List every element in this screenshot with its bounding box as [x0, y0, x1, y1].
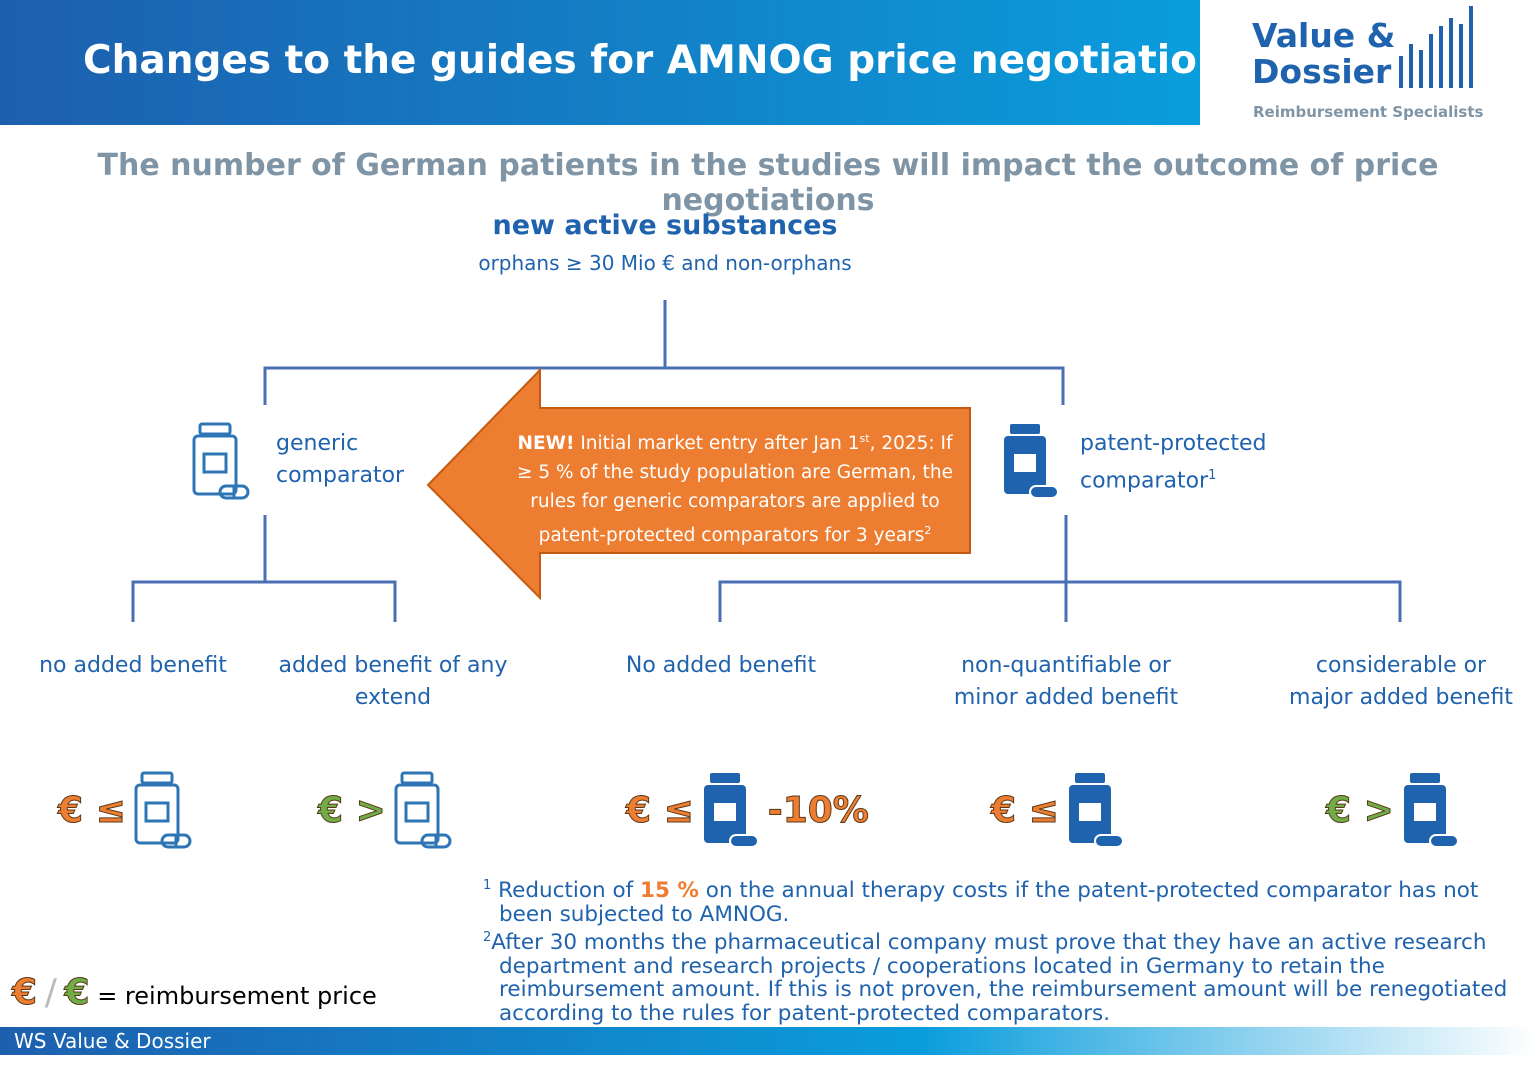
- price-symbol: € ≤: [991, 789, 1060, 831]
- branch-label: patent-protected comparator1: [1080, 428, 1300, 497]
- logo-line: Value &: [1252, 16, 1396, 55]
- footnote-marker: 2: [483, 930, 492, 946]
- subtitle: The number of German patients in the stu…: [97, 148, 1439, 218]
- leaf-outcome: € >: [318, 770, 452, 850]
- leaf-label: added benefit of any extend: [278, 653, 508, 710]
- leaf-outcome: € ≤: [58, 770, 192, 850]
- slide-title: Changes to the guides for AMNOG price ne…: [83, 38, 1248, 83]
- bottle-icon: [702, 772, 759, 848]
- price-symbol: € ≤: [58, 789, 127, 831]
- footer-text: WS Value & Dossier: [14, 1029, 211, 1053]
- footnote-ref: 1: [1208, 468, 1217, 483]
- generic-icon: [192, 422, 250, 500]
- callout-sup: 2: [924, 524, 932, 538]
- patent-icon: [1003, 423, 1059, 499]
- leaf-label: non-quantifiable or minor added benefit: [953, 653, 1179, 710]
- root-subtitle: orphans ≥ 30 Mio € and non-orphans: [478, 251, 852, 275]
- legend-separator: /: [44, 972, 57, 1013]
- logo-line: Dossier: [1252, 52, 1392, 91]
- footer: WS Value & Dossier: [0, 1027, 1536, 1055]
- legend-text: = reimbursement price: [97, 982, 377, 1010]
- bottle-icon: [1067, 772, 1124, 848]
- callout-arrow: [426, 367, 971, 601]
- leaf-label: No added benefit: [625, 653, 817, 678]
- leaf-outcome: € ≤ -10%: [626, 770, 869, 850]
- price-symbol: € ≤: [626, 789, 695, 831]
- logo: Value & Dossier: [1252, 18, 1395, 90]
- logo-tagline: Reimbursement Specialists: [1253, 103, 1484, 121]
- footnote: 2After 30 months the pharmaceutical comp…: [483, 926, 1523, 1025]
- leaf-outcome: € >: [1326, 770, 1460, 850]
- callout-text: NEW! Initial market entry after Jan 1st,…: [510, 424, 960, 550]
- bottle-icon: [134, 771, 192, 849]
- callout-sup: st: [859, 432, 870, 445]
- price-symbol: € >: [318, 789, 387, 831]
- bottle-icon: [394, 771, 452, 849]
- footnote-text: on the annual therapy costs if the paten…: [499, 878, 1479, 927]
- footnote-text: After 30 months the pharmaceutical compa…: [491, 930, 1508, 1026]
- header-bar: [0, 0, 1200, 125]
- branch-label: generic comparator: [276, 431, 405, 488]
- connectors: [131, 300, 1402, 622]
- footnote: 1 Reduction of 15 % on the annual therap…: [483, 874, 1523, 926]
- footnote-text: Reduction of: [498, 878, 640, 904]
- legend: € / € = reimbursement price: [11, 972, 377, 1014]
- leaf-label: no added benefit: [39, 653, 227, 678]
- footnotes: 1 Reduction of 15 % on the annual therap…: [483, 874, 1523, 1025]
- branch-text: patent-protected comparator: [1080, 431, 1267, 494]
- callout-part: Initial market entry after Jan 1: [574, 433, 860, 455]
- callout-part: , 2025: If ≥ 5 % of the study population…: [517, 433, 953, 547]
- footnote-highlight: 15 %: [640, 878, 699, 904]
- callout-lead: NEW!: [517, 433, 575, 455]
- root-title: new active substances: [492, 210, 838, 241]
- leaf-outcome: € ≤: [991, 770, 1125, 850]
- bottle-icon: [1402, 772, 1459, 848]
- price-symbol: € >: [1326, 789, 1395, 831]
- price-reduction: -10%: [767, 789, 869, 831]
- legend-symbol: €: [11, 972, 38, 1014]
- legend-symbol: €: [64, 972, 90, 1014]
- logo-bars: [1399, 6, 1473, 88]
- leaf-label: considerable or major added benefit: [1289, 653, 1513, 710]
- footnote-marker: 1: [483, 878, 492, 893]
